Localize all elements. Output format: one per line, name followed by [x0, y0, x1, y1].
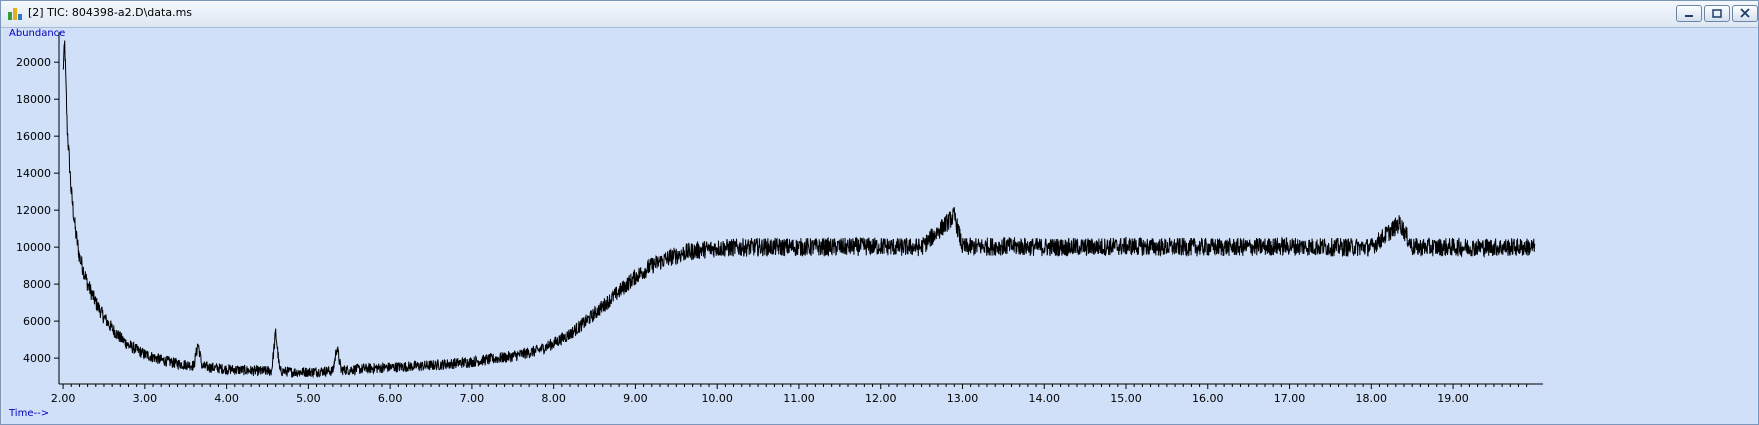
close-icon: [1740, 8, 1750, 18]
x-axis-label: Time-->: [8, 408, 49, 419]
x-tick-label: 11.00: [783, 392, 815, 405]
title-bar[interactable]: [2] TIC: 804398-a2.D\data.ms: [1, 1, 1758, 28]
y-tick-label: 10000: [16, 241, 51, 254]
x-tick-label: 7.00: [460, 392, 485, 405]
x-tick-label: 16.00: [1192, 392, 1224, 405]
x-tick-label: 9.00: [623, 392, 648, 405]
tic-chromatogram-chart: Abundance Time--> 4000 6000 8000 10000 12000…: [8, 28, 1543, 419]
y-tick-label: 4000: [23, 352, 51, 365]
y-tick-label: 16000: [16, 130, 51, 143]
y-tick-label: 20000: [16, 56, 51, 69]
minimize-icon: [1685, 15, 1693, 17]
x-tick-label: 12.00: [865, 392, 897, 405]
x-tick-label: 3.00: [133, 392, 158, 405]
tic-trace-line: [62, 40, 1536, 379]
y-axis-label: Abundance: [9, 28, 65, 39]
y-tick-label: 8000: [23, 278, 51, 291]
x-tick-label: 18.00: [1356, 392, 1388, 405]
chromatogram-app-icon: [8, 8, 22, 20]
x-tick-label: 14.00: [1028, 392, 1060, 405]
y-tick-label: 12000: [16, 204, 51, 217]
y-axis-ticks: 4000 6000 8000 10000 12000 14000 16000 18000 200…: [16, 56, 59, 365]
x-tick-label: 6.00: [378, 392, 403, 405]
minimize-button[interactable]: [1676, 5, 1702, 22]
x-tick-label: 8.00: [541, 392, 566, 405]
window-title: [2] TIC: 804398-a2.D\data.ms: [28, 6, 193, 19]
x-tick-label: 2.00: [51, 392, 76, 405]
close-button[interactable]: [1732, 5, 1758, 22]
x-tick-label: 5.00: [296, 392, 321, 405]
y-tick-label: 6000: [23, 315, 51, 328]
x-tick-label: 19.00: [1437, 392, 1469, 405]
plot-area[interactable]: Abundance Time--> 4000 6000 8000 10000 12000…: [3, 28, 1757, 424]
restore-button[interactable]: [1704, 5, 1730, 22]
y-tick-label: 14000: [16, 167, 51, 180]
x-tick-label: 15.00: [1110, 392, 1142, 405]
y-tick-label: 18000: [16, 93, 51, 106]
x-tick-label: 13.00: [947, 392, 979, 405]
x-tick-label: 4.00: [214, 392, 239, 405]
restore-icon: [1712, 9, 1722, 18]
x-tick-label: 10.00: [701, 392, 733, 405]
x-axis-ticks: 2.00 3.00 4.00 5.00 6.00 7.00 8.00 9.00 10.00 11.…: [51, 384, 1528, 405]
x-tick-label: 17.00: [1274, 392, 1306, 405]
